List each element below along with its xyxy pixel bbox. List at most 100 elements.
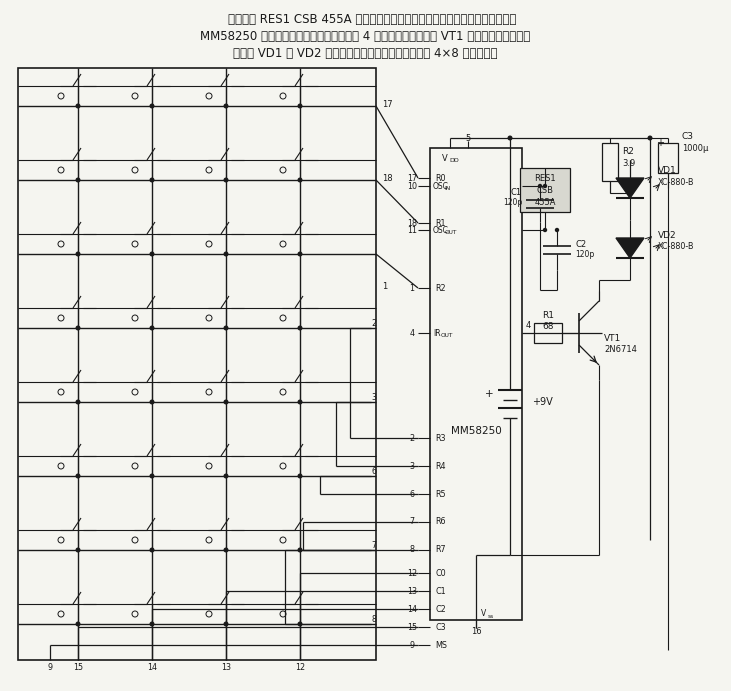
Text: +: +	[485, 389, 494, 399]
Circle shape	[76, 252, 80, 256]
Text: 6: 6	[371, 466, 376, 475]
Circle shape	[298, 548, 302, 552]
Circle shape	[150, 178, 154, 182]
Circle shape	[224, 400, 228, 404]
Circle shape	[556, 229, 558, 231]
Text: MM58250 集成电路处理的调制信号由引脚 4 输出，最后由晶体管 VT1 放大，推动红外发光: MM58250 集成电路处理的调制信号由引脚 4 输出，最后由晶体管 VT1 放…	[200, 30, 530, 43]
Text: VD2: VD2	[658, 231, 677, 240]
Text: 14: 14	[147, 663, 157, 672]
Text: 1: 1	[382, 281, 387, 290]
Bar	[658, 143, 678, 173]
Circle shape	[150, 252, 154, 256]
Bar	[430, 148, 522, 620]
Circle shape	[224, 326, 228, 330]
Text: IN: IN	[444, 185, 450, 191]
Text: VD1: VD1	[658, 166, 677, 175]
Text: 7: 7	[371, 540, 376, 549]
Bar	[534, 323, 562, 343]
Circle shape	[508, 136, 512, 140]
Circle shape	[150, 400, 154, 404]
Text: CSB: CSB	[537, 185, 553, 194]
Circle shape	[224, 548, 228, 552]
Text: 7: 7	[409, 518, 414, 527]
Circle shape	[298, 474, 302, 477]
Text: R5: R5	[435, 489, 446, 498]
Text: 4: 4	[409, 328, 414, 337]
Text: 12: 12	[407, 569, 417, 578]
Text: R7: R7	[435, 545, 446, 554]
Text: 9: 9	[48, 663, 53, 672]
Circle shape	[150, 622, 154, 626]
Text: 15: 15	[407, 623, 417, 632]
Text: 17: 17	[382, 100, 393, 108]
Circle shape	[150, 104, 154, 108]
Text: OSC: OSC	[433, 182, 449, 191]
Polygon shape	[616, 238, 644, 258]
Circle shape	[150, 326, 154, 330]
Text: C3: C3	[682, 131, 694, 140]
Circle shape	[76, 622, 80, 626]
Circle shape	[298, 104, 302, 108]
Text: MM58250: MM58250	[450, 426, 501, 436]
Text: 13: 13	[221, 663, 231, 672]
Circle shape	[76, 178, 80, 182]
Text: 3: 3	[371, 392, 376, 401]
Text: 120p: 120p	[575, 249, 594, 258]
Text: 68: 68	[542, 321, 554, 330]
Text: OUT: OUT	[444, 229, 457, 234]
Circle shape	[539, 184, 542, 187]
Bar	[18, 68, 376, 660]
Text: R6: R6	[435, 518, 445, 527]
Circle shape	[76, 548, 80, 552]
Text: V: V	[442, 153, 448, 162]
Text: XC-880-B: XC-880-B	[658, 178, 694, 187]
Text: C0: C0	[435, 569, 446, 578]
Circle shape	[544, 229, 547, 231]
Text: ss: ss	[488, 614, 494, 618]
Text: IR: IR	[433, 328, 441, 337]
Text: 18: 18	[382, 173, 393, 182]
Circle shape	[150, 548, 154, 552]
Text: 1: 1	[409, 283, 414, 292]
Text: 10: 10	[407, 182, 417, 191]
Circle shape	[544, 184, 547, 187]
Text: DD: DD	[449, 158, 459, 162]
Text: C3: C3	[435, 623, 446, 632]
Text: RES1: RES1	[534, 173, 556, 182]
Text: R2: R2	[622, 146, 634, 155]
Text: 14: 14	[407, 605, 417, 614]
Circle shape	[224, 474, 228, 477]
Text: 6: 6	[409, 489, 414, 498]
Text: VT1: VT1	[604, 334, 621, 343]
Text: R1: R1	[435, 218, 445, 227]
Text: 16: 16	[471, 627, 481, 636]
Text: 2: 2	[409, 433, 414, 442]
Text: 15: 15	[73, 663, 83, 672]
Text: +9V: +9V	[532, 397, 553, 407]
Circle shape	[224, 622, 228, 626]
Circle shape	[150, 474, 154, 477]
Circle shape	[298, 622, 302, 626]
Text: 2N6714: 2N6714	[604, 345, 637, 354]
Text: C2: C2	[575, 240, 586, 249]
Text: 18: 18	[407, 218, 417, 227]
Text: 12: 12	[295, 663, 305, 672]
Text: 8: 8	[371, 614, 376, 623]
Circle shape	[76, 104, 80, 108]
Text: R1: R1	[542, 310, 554, 319]
Text: R0: R0	[435, 173, 445, 182]
Text: 8: 8	[409, 545, 414, 554]
Text: 1000μ: 1000μ	[682, 144, 708, 153]
Text: 11: 11	[407, 225, 417, 234]
Text: +: +	[656, 138, 664, 148]
Text: 5: 5	[466, 133, 471, 142]
Text: V: V	[481, 609, 486, 618]
Text: OSC: OSC	[433, 225, 449, 234]
Polygon shape	[616, 178, 644, 198]
Text: R4: R4	[435, 462, 445, 471]
Text: 17: 17	[407, 173, 417, 182]
Text: 13: 13	[407, 587, 417, 596]
Circle shape	[648, 136, 652, 140]
Text: R3: R3	[435, 433, 445, 442]
Bar	[602, 143, 618, 181]
